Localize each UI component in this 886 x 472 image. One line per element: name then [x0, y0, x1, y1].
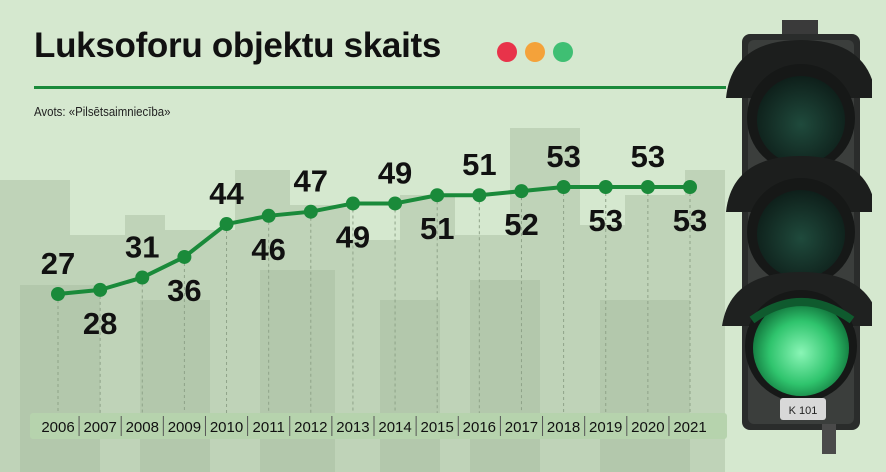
data-label: 53	[631, 139, 665, 174]
data-label: 53	[588, 203, 622, 238]
orange-dot-icon	[525, 42, 545, 62]
x-tick-label: 2017	[505, 419, 538, 436]
data-point	[219, 217, 234, 232]
data-label: 49	[336, 219, 370, 254]
x-tick-label: 2013	[336, 419, 369, 436]
data-label: 51	[462, 147, 496, 182]
x-tick-label: 2019	[589, 419, 622, 436]
x-tick-label: 2014	[378, 419, 411, 436]
data-point	[303, 204, 318, 219]
data-label: 49	[378, 155, 412, 190]
data-point	[345, 196, 360, 211]
data-label: 46	[251, 232, 285, 267]
title-rule	[34, 86, 726, 89]
traffic-dots	[497, 42, 573, 62]
data-point	[556, 180, 571, 194]
x-tick-label: 2007	[83, 419, 116, 436]
data-point	[683, 180, 697, 194]
data-label: 31	[125, 230, 159, 265]
x-axis-band	[30, 413, 727, 439]
data-label: 36	[167, 273, 201, 308]
data-point	[514, 184, 529, 199]
x-tick-label: 2009	[168, 419, 201, 436]
x-tick-label: 2006	[41, 419, 74, 436]
data-point	[135, 270, 150, 285]
data-label: 51	[420, 211, 454, 246]
traffic-light-illustration: K 101	[722, 20, 872, 454]
red-dot-icon	[497, 42, 517, 62]
page-title: Luksoforu objektu skaits	[34, 26, 442, 65]
data-label: 52	[504, 207, 538, 242]
data-point	[51, 287, 65, 301]
x-tick-label: 2012	[294, 419, 327, 436]
x-tick-label: 2018	[547, 419, 580, 436]
data-point	[598, 180, 613, 194]
data-point	[177, 249, 192, 264]
data-label: 53	[673, 203, 707, 238]
x-tick-label: 2011	[253, 419, 285, 436]
x-tick-label: 2016	[463, 419, 496, 436]
data-label: 53	[546, 139, 580, 174]
source-note: Avots: «Pilsētsaimniecība»	[34, 104, 171, 119]
x-tick-label: 2010	[210, 419, 243, 436]
data-label: 44	[209, 176, 244, 211]
x-tick-label: 2015	[421, 419, 454, 436]
data-label: 47	[294, 164, 328, 199]
data-point	[640, 180, 655, 194]
data-point	[261, 208, 276, 223]
data-point	[472, 188, 487, 203]
green-dot-icon	[553, 42, 573, 62]
data-label: 27	[41, 246, 75, 281]
series-line	[57, 185, 690, 296]
data-point	[430, 188, 445, 203]
x-tick-label: 2008	[126, 419, 159, 436]
svg-text:K 101: K 101	[789, 405, 818, 417]
data-point	[388, 196, 403, 211]
data-label: 28	[83, 306, 117, 341]
data-point	[93, 282, 108, 297]
x-tick-label: 2021	[673, 419, 706, 436]
x-tick-label: 2020	[631, 419, 664, 436]
